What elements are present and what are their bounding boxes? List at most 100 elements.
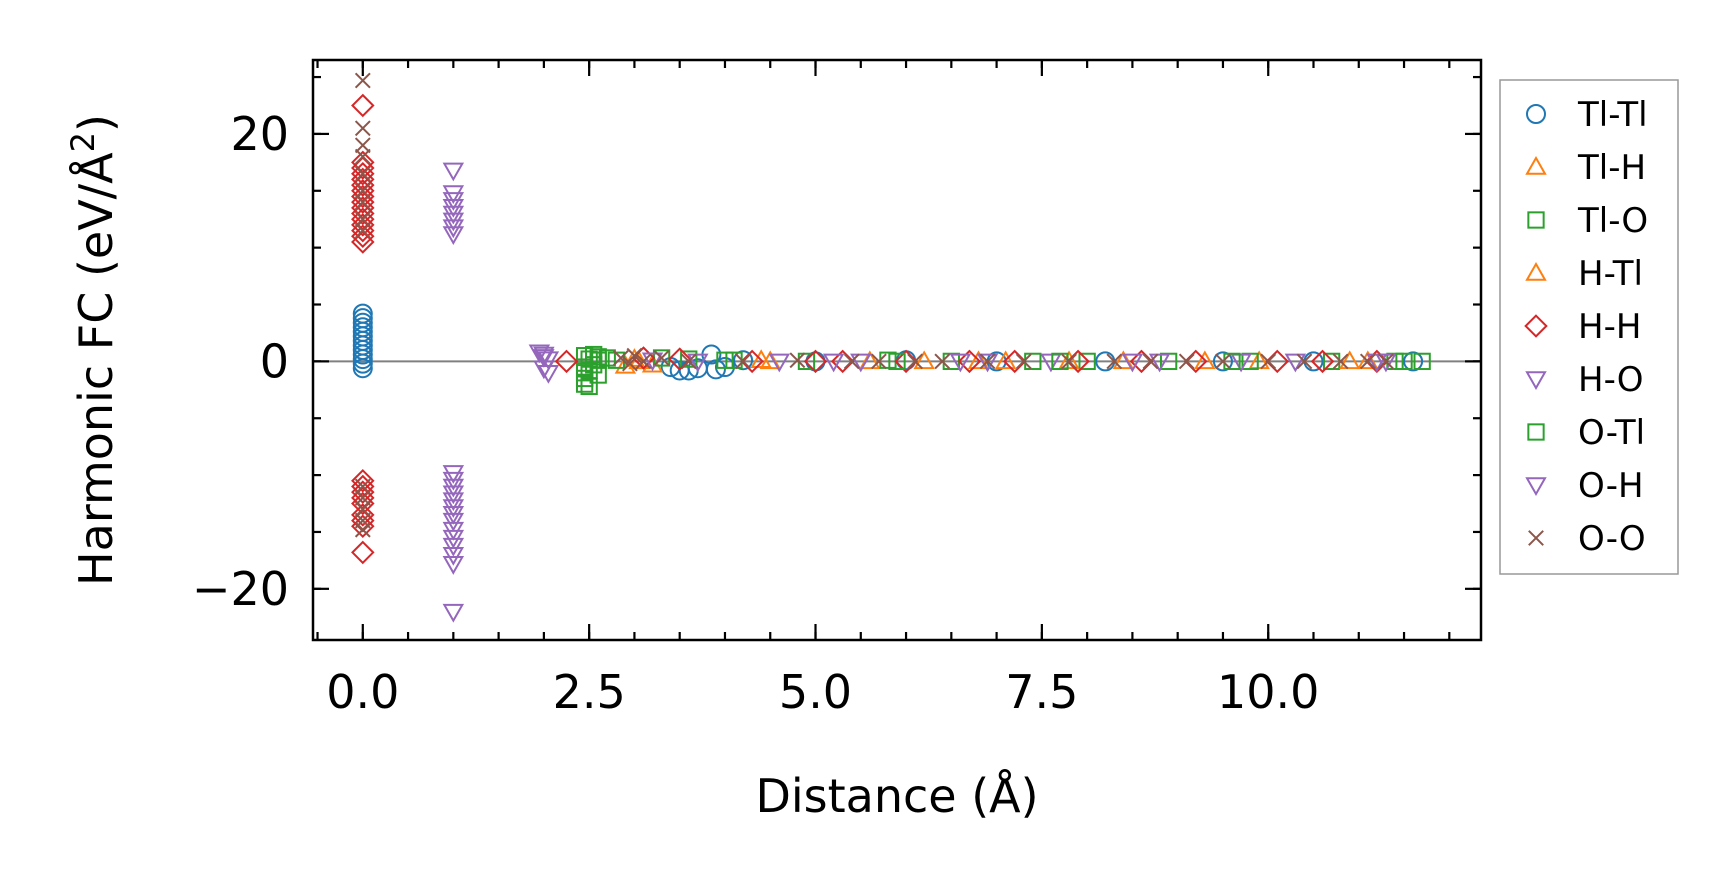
point-tl-h-7: [1112, 350, 1135, 370]
point-h-h-24: [351, 540, 375, 565]
point-o-h-6: [1366, 353, 1388, 373]
point-h-h-20: [351, 491, 375, 516]
legend-marker-tl-tl: [1526, 104, 1546, 124]
point-h-h-0: [351, 93, 375, 118]
point-tl-h-6: [994, 350, 1017, 370]
point-h-o-10: [442, 478, 465, 498]
point-h-o-20: [442, 556, 465, 575]
point-h-h-12: [351, 213, 375, 237]
legend-item-o-tl: O-Tl: [1527, 413, 1645, 453]
point-h-o-23: [533, 349, 555, 368]
legend-frame: [1499, 79, 1679, 575]
legend-marker-o-h: [1525, 477, 1547, 497]
point-h-o-29: [850, 353, 872, 373]
y-tick-label: −20: [192, 562, 289, 616]
point-h-h-14: [351, 224, 375, 249]
legend-item-tl-h: Tl-H: [1525, 148, 1646, 188]
legend-marker-h-h: [1524, 314, 1548, 338]
point-o-o-5: [354, 182, 371, 199]
point-h-h-15: [351, 230, 375, 254]
point-o-o-21: [789, 352, 806, 369]
point-o-o-10: [354, 489, 371, 506]
y-tick-label: 0: [260, 334, 289, 388]
point-o-tl-1: [589, 348, 607, 366]
point-o-o-9: [354, 478, 371, 495]
point-tl-h-9: [1357, 350, 1379, 370]
legend-item-tl-tl: Tl-Tl: [1526, 95, 1648, 135]
point-o-o-4: [354, 165, 371, 182]
point-h-o-4: [442, 205, 465, 225]
point-o-h-5: [1284, 353, 1307, 373]
point-o-o-29: [1106, 353, 1123, 370]
point-o-h-3: [976, 353, 999, 373]
point-h-tl-3: [1058, 350, 1080, 370]
point-h-o-8: [442, 465, 465, 484]
point-tl-h-5: [967, 350, 990, 370]
point-h-o-11: [442, 485, 465, 505]
legend-marker-tl-o: [1527, 211, 1545, 229]
y-axis-label-tail: ): [69, 114, 123, 132]
point-h-o-19: [442, 546, 465, 566]
point-h-o-9: [442, 471, 465, 491]
point-h-o-7: [442, 226, 465, 246]
point-h-o-25: [537, 351, 560, 371]
point-h-h-32: [957, 349, 982, 374]
point-o-o-32: [1215, 353, 1231, 370]
point-o-o-11: [354, 501, 371, 518]
point-h-o-18: [442, 537, 465, 557]
point-h-o-0: [442, 162, 465, 182]
point-h-o-30: [949, 353, 972, 373]
point-tl-h-4: [859, 350, 881, 370]
point-o-tl-2: [716, 351, 734, 369]
point-h-h-7: [351, 184, 375, 209]
point-h-h-13: [351, 218, 375, 243]
point-h-o-21: [442, 603, 465, 623]
legend-item-h-o: H-O: [1525, 360, 1644, 400]
point-o-o-7: [354, 211, 371, 228]
point-o-o-28: [1061, 353, 1077, 370]
x-tick-label: 10.0: [1217, 665, 1319, 719]
point-tl-o-20: [1078, 352, 1096, 371]
point-o-o-1: [354, 120, 371, 137]
legend-label: O-O: [1578, 519, 1646, 559]
point-o-o-13: [354, 521, 371, 538]
legend-label: H-O: [1578, 360, 1644, 400]
point-tl-tl-9: [352, 344, 373, 365]
point-h-o-15: [442, 512, 465, 532]
point-o-tl-3: [888, 352, 906, 371]
point-h-o-22: [528, 344, 551, 364]
legend-label: H-H: [1578, 307, 1641, 347]
point-tl-o-25: [1413, 352, 1431, 371]
point-h-h-25: [554, 349, 579, 374]
point-tl-o-4: [575, 375, 594, 393]
point-tl-tl-12: [352, 358, 373, 379]
point-o-o-31: [1178, 353, 1195, 370]
point-h-o-32: [1148, 353, 1171, 373]
y-axis-label-superscript: 2: [64, 132, 102, 152]
point-h-o-33: [1230, 353, 1252, 373]
point-h-h-3: [351, 161, 375, 186]
point-o-o-15: [621, 355, 638, 372]
point-o-o-3: [354, 148, 371, 165]
point-h-o-5: [442, 212, 465, 232]
x-axis-label: Distance (Å): [755, 769, 1038, 823]
point-o-o-19: [680, 353, 697, 370]
point-tl-tl-11: [352, 353, 373, 374]
point-o-o-23: [870, 353, 887, 370]
point-tl-tl-20: [733, 350, 754, 371]
point-h-h-16: [351, 469, 375, 493]
point-o-o-30: [1142, 353, 1159, 370]
point-o-o-2: [354, 137, 371, 154]
point-o-o-8: [354, 222, 371, 239]
point-o-o-22: [843, 353, 860, 370]
point-o-tl-0: [580, 377, 598, 396]
point-h-o-1: [442, 185, 465, 205]
point-o-o-16: [626, 347, 643, 364]
point-tl-o-14: [680, 350, 698, 368]
legend-marker-o-tl: [1527, 423, 1545, 441]
point-o-tl-6: [1395, 352, 1413, 371]
point-h-tl-5: [1338, 350, 1361, 370]
point-tl-tl-10: [352, 349, 373, 370]
point-h-h-10: [351, 201, 375, 226]
